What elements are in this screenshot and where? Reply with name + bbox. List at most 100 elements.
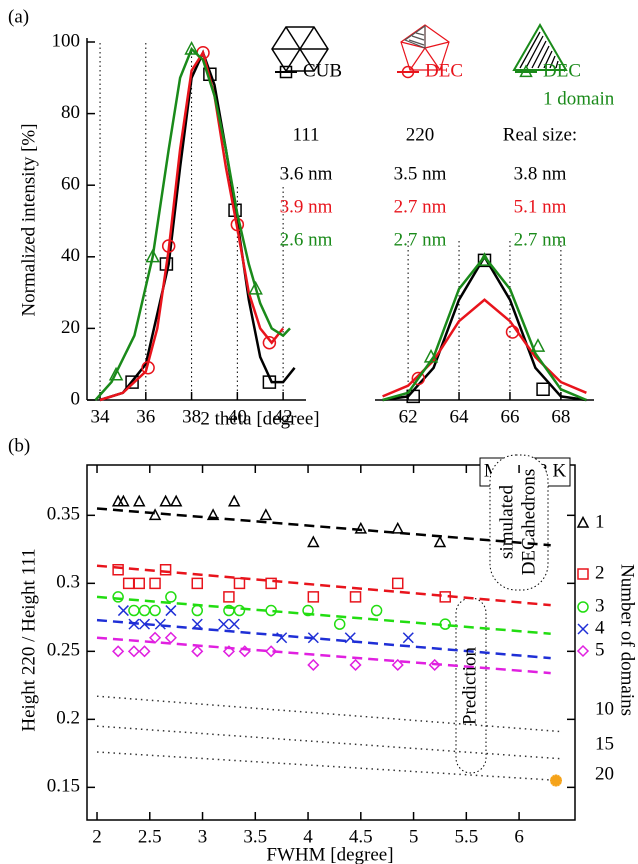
legend-marker xyxy=(401,65,415,79)
legend-marker xyxy=(577,601,589,613)
data-point xyxy=(117,494,130,507)
data-point xyxy=(248,280,263,295)
legend-marker xyxy=(519,64,533,78)
data-point xyxy=(227,494,241,507)
data-point xyxy=(262,375,277,389)
x-axis-label: FWHM [degree] xyxy=(266,844,393,864)
data-point xyxy=(402,632,414,644)
x-tick-label: 5 xyxy=(409,826,419,847)
y-tick-label: 60 xyxy=(61,174,80,195)
x-tick-label: 2.5 xyxy=(138,826,162,847)
data-point xyxy=(307,591,320,603)
data-point xyxy=(165,591,177,603)
data-point xyxy=(477,252,492,266)
data-point xyxy=(439,618,451,630)
x-tick-label: 38 xyxy=(182,406,201,427)
data-point xyxy=(164,631,177,644)
data-point xyxy=(428,658,441,672)
y-tick-label: 0.3 xyxy=(56,572,80,593)
x-tick-label: 5.5 xyxy=(454,826,478,847)
data-point xyxy=(112,645,125,658)
data-point xyxy=(259,508,273,521)
data-point xyxy=(128,604,140,617)
legend-label: 4 xyxy=(595,617,605,638)
data-point xyxy=(530,338,546,352)
table-cell: 2.6 nm xyxy=(280,229,333,250)
x-tick-label: 66 xyxy=(500,406,519,427)
data-point xyxy=(505,325,520,339)
y-tick-label: 80 xyxy=(61,102,80,123)
table-header: 111 xyxy=(292,124,319,145)
data-point xyxy=(218,618,230,630)
table-cell: 5.1 nm xyxy=(514,196,567,217)
y-tick-label: 0.35 xyxy=(47,504,80,525)
data-point xyxy=(133,577,145,590)
legend-label: 20 xyxy=(595,763,614,784)
data-point xyxy=(307,535,320,548)
table-cell: 2.7 nm xyxy=(514,229,567,250)
data-point xyxy=(191,604,204,617)
legend-marker xyxy=(576,515,590,528)
legend-marker xyxy=(576,644,590,658)
data-point xyxy=(117,605,129,617)
data-point xyxy=(122,577,135,590)
data-point xyxy=(191,577,204,590)
dec-1-domain-icon xyxy=(512,23,568,71)
data-point xyxy=(423,348,439,363)
y-tick-label: 20 xyxy=(61,317,80,338)
data-point xyxy=(159,494,172,507)
legend-label: 1 domain xyxy=(543,88,615,109)
data-point xyxy=(191,645,204,658)
table-header: 220 xyxy=(406,124,435,145)
fit-line xyxy=(96,595,551,635)
fit-line xyxy=(96,507,551,547)
data-point xyxy=(222,645,235,658)
x-tick-label: 42 xyxy=(274,406,293,427)
legend-label: 5 xyxy=(595,639,605,660)
y-tick-label: 0.25 xyxy=(47,640,80,661)
data-point xyxy=(406,389,420,404)
table-cell: 3.8 nm xyxy=(514,163,567,184)
data-point xyxy=(238,645,251,658)
data-point xyxy=(112,591,124,603)
panel-label: (a) xyxy=(8,6,29,27)
data-point xyxy=(391,577,404,590)
data-point xyxy=(233,577,246,590)
data-point xyxy=(307,632,319,644)
fit-line xyxy=(96,564,551,607)
data-point xyxy=(206,508,220,521)
curve xyxy=(99,49,587,402)
data-point xyxy=(203,67,217,81)
data-point xyxy=(354,521,368,534)
fit-line xyxy=(96,618,551,660)
legend-label: 3 xyxy=(595,595,605,616)
data-point xyxy=(228,203,242,218)
legend-marker xyxy=(577,623,589,635)
y-axis-label: Normalized intensity [%] xyxy=(18,123,39,316)
annotation: Prediction xyxy=(459,646,480,725)
x-tick-label: 4 xyxy=(303,826,313,847)
data-point xyxy=(148,508,162,521)
fit-line xyxy=(96,636,551,675)
x-tick-label: 34 xyxy=(91,406,111,427)
legend-label: 10 xyxy=(595,698,614,719)
table-cell: 3.6 nm xyxy=(280,163,333,184)
data-point xyxy=(262,335,277,350)
data-point xyxy=(159,563,172,576)
x-tick-label: 6 xyxy=(514,826,524,847)
x-tick-label: 3 xyxy=(198,826,208,847)
data-point xyxy=(370,604,383,617)
x-tick-label: 68 xyxy=(551,406,570,427)
panel-label: (b) xyxy=(8,435,30,456)
data-point xyxy=(433,535,447,548)
data-point xyxy=(138,604,151,617)
highlight-point xyxy=(550,774,563,787)
data-point xyxy=(128,618,140,630)
annotation: DECahedrons xyxy=(518,469,539,576)
legend-marker xyxy=(279,65,293,79)
x-tick-label: 64 xyxy=(450,406,470,427)
data-point xyxy=(233,604,246,617)
data-point xyxy=(333,618,346,630)
data-point xyxy=(169,494,183,507)
legend-label: 1 xyxy=(595,511,605,532)
